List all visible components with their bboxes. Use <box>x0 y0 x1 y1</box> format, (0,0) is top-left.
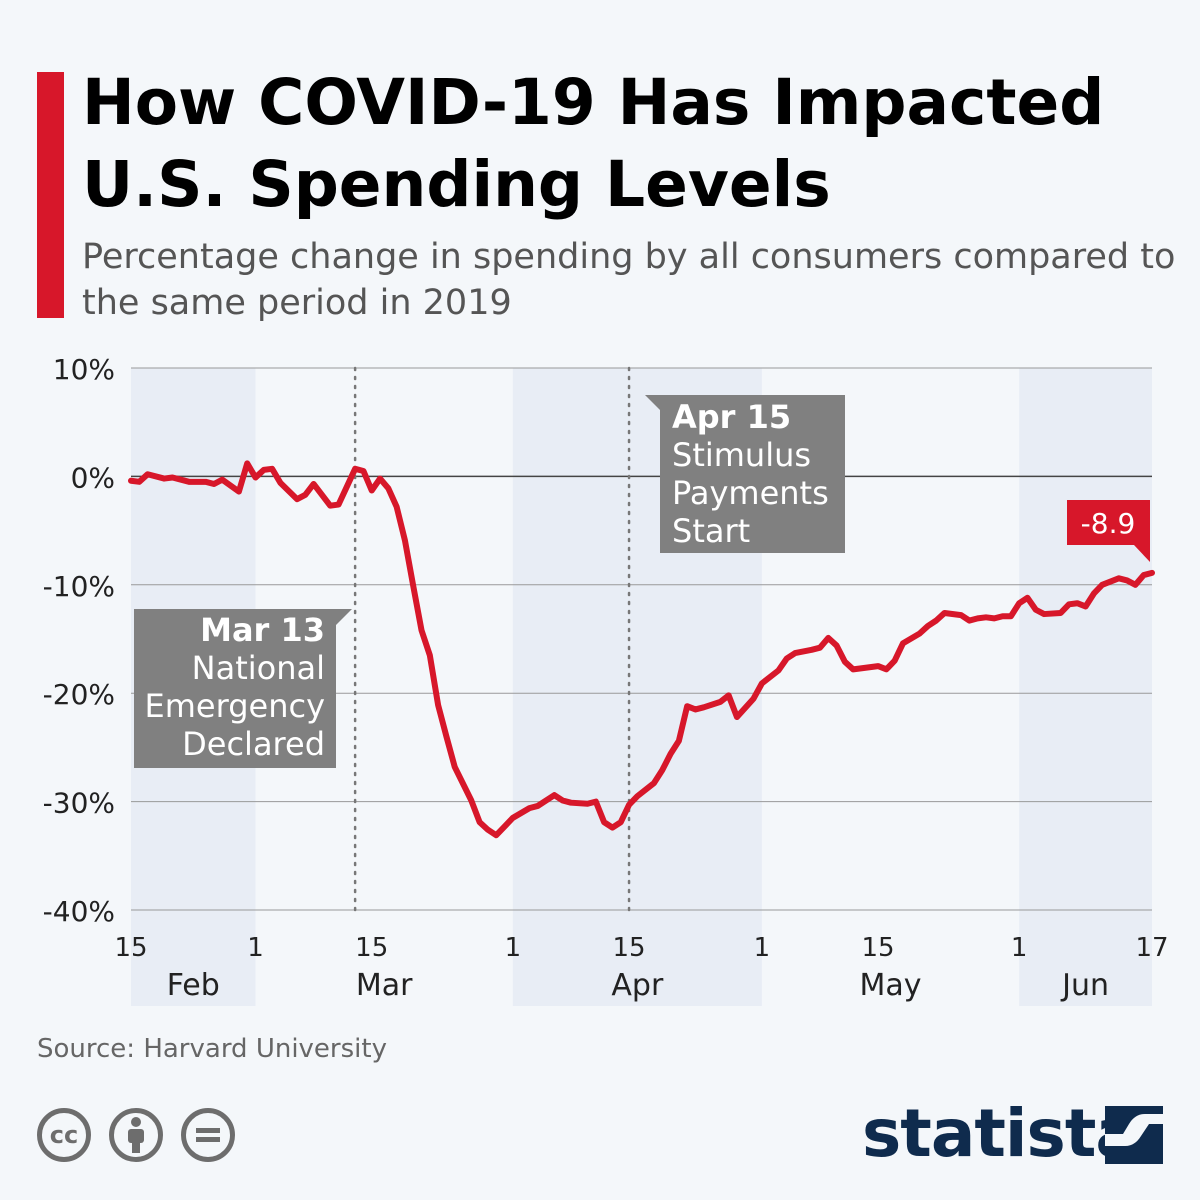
x-tick-label: 15 <box>862 933 895 963</box>
title-accent-bar <box>37 72 64 318</box>
annotation-text: Stimulus <box>672 436 811 474</box>
annotation-box-apr15 <box>645 395 845 553</box>
source-note: Source: Harvard University <box>37 1034 387 1064</box>
month-label: May <box>860 968 922 1003</box>
month-label: Mar <box>356 968 413 1003</box>
annotation-text: National <box>192 649 325 687</box>
annotation-box-mar13 <box>134 609 352 768</box>
statista-logo[interactable]: statista <box>862 1095 1140 1172</box>
cc-icon[interactable]: cc <box>37 1108 91 1162</box>
x-tick-label: 15 <box>114 933 147 963</box>
chart-subtitle: Percentage change in spending by all con… <box>82 237 1176 323</box>
month-label: Jun <box>1060 968 1109 1003</box>
y-tick-label: -40% <box>43 895 115 928</box>
spending-line <box>128 460 1155 839</box>
annotation-text: Payments <box>672 474 829 512</box>
y-tick-label: -10% <box>43 570 115 603</box>
x-tick-label: 1 <box>247 933 264 963</box>
y-tick-label: 0% <box>71 461 115 494</box>
last-value-badge <box>1067 500 1150 562</box>
x-tick-label: 1 <box>505 933 522 963</box>
annotation-heading: Mar 13 <box>200 611 325 649</box>
statista-logo-icon <box>1105 1106 1163 1164</box>
no-derivatives-icon[interactable] <box>181 1108 235 1162</box>
month-band <box>1019 368 1152 1006</box>
x-tick-label: 17 <box>1135 933 1168 963</box>
annotation-heading: Apr 15 <box>672 398 791 436</box>
y-tick-label: -30% <box>43 787 115 820</box>
attribution-icon[interactable] <box>109 1108 163 1162</box>
x-tick-label: 15 <box>613 933 646 963</box>
x-tick-label: 1 <box>754 933 771 963</box>
x-tick-label: 1 <box>1011 933 1028 963</box>
month-label: Feb <box>167 968 220 1003</box>
last-value-label: -8.9 <box>1081 507 1136 540</box>
y-tick-label: -20% <box>43 678 115 711</box>
x-tick-label: 15 <box>355 933 388 963</box>
annotation-text: Declared <box>182 725 325 763</box>
month-label: Apr <box>611 968 664 1003</box>
chart-title: How COVID-19 Has Impacted U.S. Spending … <box>82 66 1105 221</box>
y-tick-label: 10% <box>53 353 115 386</box>
annotation-text: Start <box>672 512 750 550</box>
annotation-text: Emergency <box>145 687 325 725</box>
